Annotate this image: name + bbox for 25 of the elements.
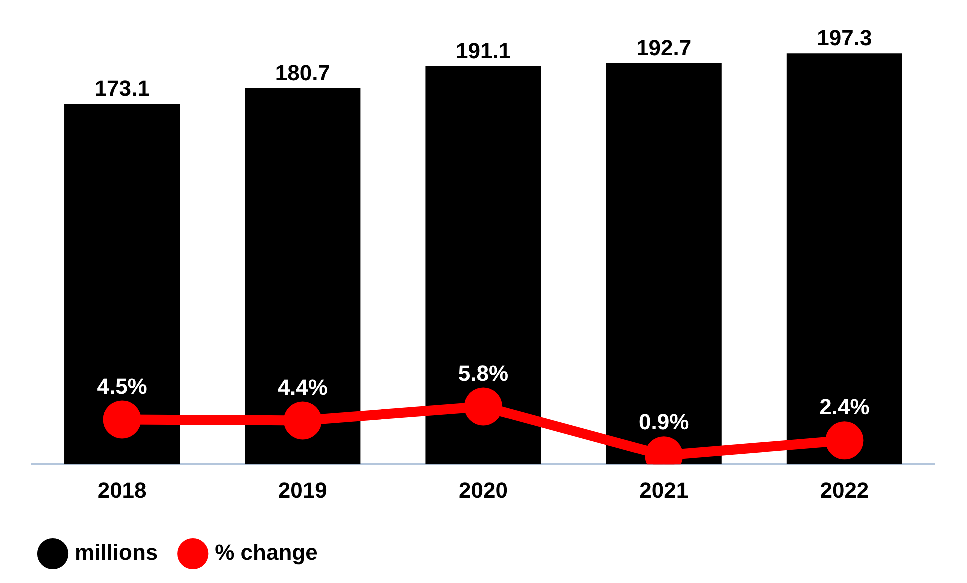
x-tick-label: 2022 bbox=[820, 478, 870, 503]
point bbox=[464, 388, 502, 426]
data-label: 192.7 bbox=[636, 35, 692, 60]
data-label: 180.7 bbox=[275, 60, 330, 86]
bar bbox=[786, 54, 902, 465]
data-label: 197.3 bbox=[817, 26, 872, 51]
data-label: 0.9% bbox=[639, 410, 690, 435]
x-tick-label: 2018 bbox=[98, 478, 147, 503]
data-label: 173.1 bbox=[94, 76, 150, 102]
data-label: 5.8% bbox=[458, 360, 509, 386]
point bbox=[103, 400, 142, 439]
point bbox=[284, 402, 322, 440]
data-label: 2.4% bbox=[820, 394, 870, 420]
legend-label: % change bbox=[215, 540, 318, 566]
data-label: 191.1 bbox=[456, 38, 512, 64]
x-tick-label: 2021 bbox=[640, 478, 689, 503]
bar bbox=[245, 88, 361, 465]
legend-label: millions bbox=[75, 540, 158, 566]
bar bbox=[606, 63, 722, 465]
bar bbox=[426, 66, 542, 465]
x-tick-label: 2020 bbox=[459, 478, 508, 503]
bar bbox=[64, 104, 180, 465]
data-label: 4.4% bbox=[278, 374, 328, 400]
data-label: 4.5% bbox=[97, 374, 148, 399]
x-tick-label: 2019 bbox=[278, 478, 328, 503]
